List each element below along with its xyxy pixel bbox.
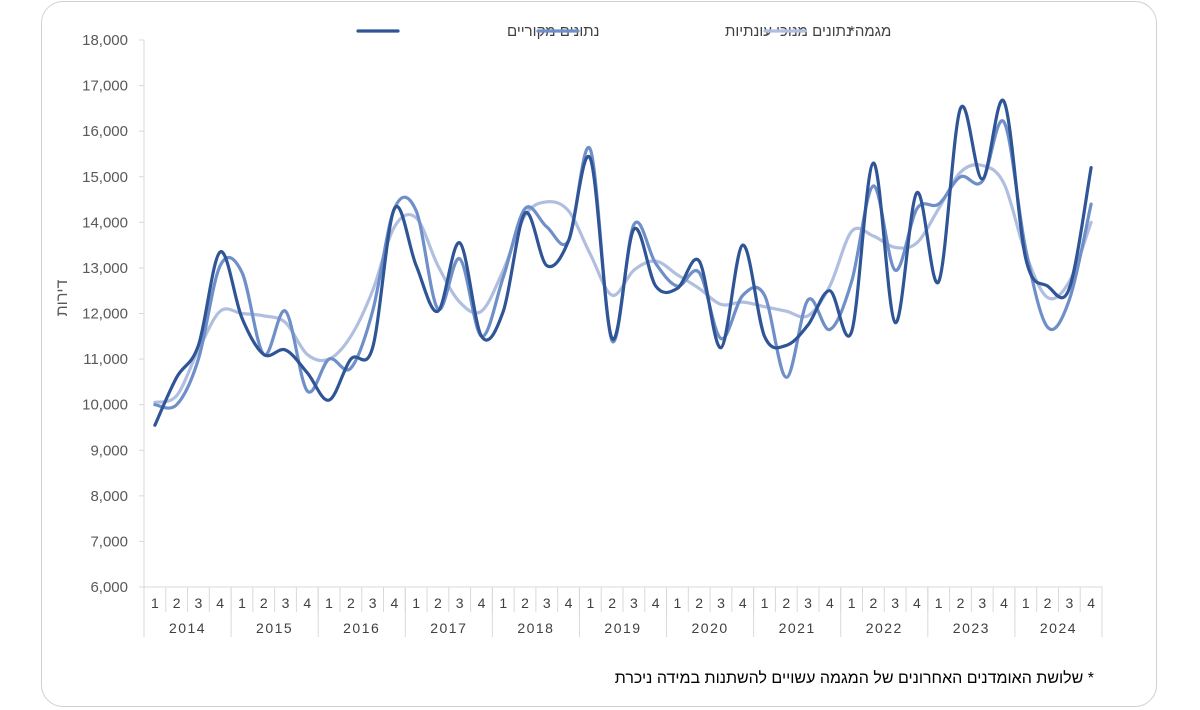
quarter-label: 4 <box>913 595 921 611</box>
quarter-label: 3 <box>891 595 899 611</box>
quarter-label: 3 <box>804 595 812 611</box>
y-tick-label: 17,000 <box>82 78 128 95</box>
quarter-label: 3 <box>717 595 725 611</box>
footnote: * שלושת האומדנים האחרונים של המגמה עשויי… <box>614 670 1094 687</box>
quarter-label: 3 <box>630 595 638 611</box>
y-tick-label: 14,000 <box>82 214 128 231</box>
quarter-label: 2 <box>347 595 355 611</box>
quarter-label: 1 <box>848 595 856 611</box>
quarter-label: 4 <box>478 595 486 611</box>
quarter-label: 1 <box>935 595 943 611</box>
quarter-label: 1 <box>1022 595 1030 611</box>
quarter-label: 2 <box>782 595 790 611</box>
quarter-label: 4 <box>652 595 660 611</box>
y-tick-label: 6,000 <box>90 579 128 596</box>
y-tick-label: 13,000 <box>82 260 128 277</box>
year-label: 2014 <box>169 620 206 636</box>
y-tick-label: 16,000 <box>82 123 128 140</box>
y-tick-label: 11,000 <box>83 351 128 368</box>
quarter-label: 3 <box>195 595 203 611</box>
y-tick-label: 9,000 <box>90 442 128 459</box>
year-label: 2020 <box>692 620 729 636</box>
year-label: 2016 <box>343 620 380 636</box>
quarter-label: 2 <box>1044 595 1052 611</box>
y-tick-labels: 6,000 7,000 8,000 9,000 10,000 11,000 12,000 13… <box>82 32 128 596</box>
quarter-label: 1 <box>238 595 246 611</box>
quarter-label: 4 <box>826 595 834 611</box>
quarter-label: 4 <box>1000 595 1008 611</box>
year-label: 2019 <box>604 620 641 636</box>
series-line-0 <box>153 98 1093 427</box>
y-axis-title: דירות <box>54 279 71 316</box>
quarter-label: 2 <box>957 595 965 611</box>
quarter-label: 2 <box>869 595 877 611</box>
series-lines <box>153 98 1093 427</box>
year-label: 2021 <box>779 620 816 636</box>
quarter-label: 1 <box>586 595 594 611</box>
quarter-label: 3 <box>369 595 377 611</box>
quarter-label: 3 <box>1065 595 1073 611</box>
y-tick-label: 12,000 <box>82 306 128 323</box>
y-tick-label: 7,000 <box>90 533 128 550</box>
quarter-label: 2 <box>260 595 268 611</box>
quarter-label: 3 <box>456 595 464 611</box>
year-label: 2018 <box>517 620 554 636</box>
year-label: 2017 <box>430 620 467 636</box>
year-label: 2023 <box>953 620 990 636</box>
quarter-label: 2 <box>695 595 703 611</box>
y-tick-label: 18,000 <box>82 32 128 49</box>
quarter-label: 1 <box>325 595 333 611</box>
legend-label: מגמה* <box>849 23 891 40</box>
series-line-1 <box>153 119 1093 410</box>
year-label: 2022 <box>866 620 903 636</box>
y-tick-label: 8,000 <box>90 488 128 505</box>
quarter-label: 1 <box>499 595 507 611</box>
quarter-label: 1 <box>412 595 420 611</box>
quarter-label: 4 <box>390 595 398 611</box>
y-tick-label: 15,000 <box>82 169 128 186</box>
quarter-label: 2 <box>608 595 616 611</box>
quarter-label: 4 <box>1087 595 1095 611</box>
quarter-label: 2 <box>521 595 529 611</box>
axes-group <box>139 39 1103 637</box>
quarter-label: 2 <box>173 595 181 611</box>
quarter-label: 3 <box>978 595 986 611</box>
quarter-label: 1 <box>674 595 682 611</box>
quarter-label: 4 <box>739 595 747 611</box>
quarter-label: 3 <box>543 595 551 611</box>
quarter-label: 2 <box>434 595 442 611</box>
quarter-label: 4 <box>216 595 224 611</box>
quarter-label: 3 <box>282 595 290 611</box>
quarter-label: 4 <box>303 595 311 611</box>
year-label: 2024 <box>1040 620 1077 636</box>
quarter-label: 1 <box>761 595 769 611</box>
quarter-label: 1 <box>151 595 159 611</box>
quarter-label: 4 <box>565 595 573 611</box>
year-label: 2015 <box>256 620 293 636</box>
y-tick-label: 10,000 <box>82 397 128 414</box>
